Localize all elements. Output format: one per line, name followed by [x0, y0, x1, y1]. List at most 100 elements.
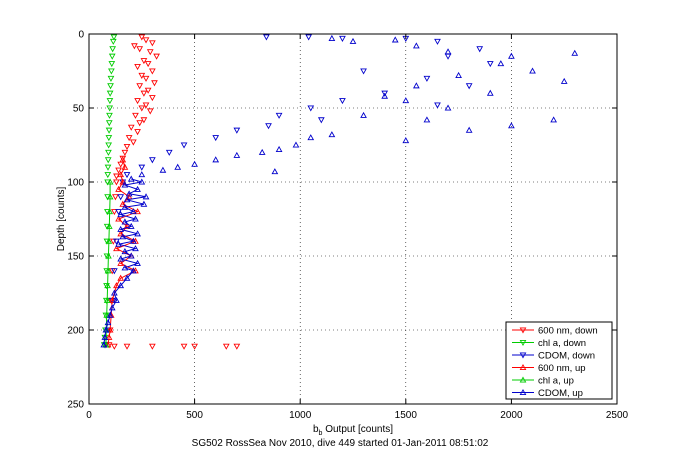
- data-point: [117, 194, 125, 201]
- data-point: [165, 149, 173, 156]
- data-point: [180, 142, 188, 149]
- data-point: [125, 193, 133, 200]
- data-point: [123, 172, 131, 179]
- x-tick-label: 2000: [500, 410, 523, 421]
- data-point: [104, 172, 112, 179]
- data-point: [110, 34, 118, 41]
- series: [105, 34, 241, 350]
- data-point: [148, 40, 156, 47]
- data-point: [571, 49, 579, 56]
- y-tick-label: 100: [67, 178, 84, 189]
- data-point: [107, 83, 114, 90]
- data-point: [138, 171, 146, 178]
- data-point: [127, 222, 135, 229]
- data-point: [106, 326, 114, 333]
- data-point: [275, 145, 283, 152]
- data-point: [263, 34, 270, 41]
- data-point: [307, 134, 315, 141]
- data-point: [103, 296, 111, 303]
- data-point: [146, 108, 154, 115]
- data-point: [444, 104, 452, 111]
- data-point: [117, 171, 125, 178]
- data-point: [153, 53, 160, 60]
- data-point: [117, 230, 125, 237]
- data-point: [455, 71, 462, 78]
- footer-title: SG502 RossSea Nov 2010, dive 449 started…: [192, 438, 489, 449]
- data-point: [121, 163, 129, 170]
- data-point: [121, 203, 129, 210]
- data-point: [307, 105, 315, 112]
- data-point: [103, 238, 111, 245]
- x-axis-label-sub: b: [319, 430, 323, 437]
- data-point: [105, 149, 112, 156]
- data-point: [292, 141, 300, 148]
- data-point: [123, 343, 131, 350]
- data-point: [191, 160, 198, 167]
- data-point: [134, 185, 141, 192]
- data-point: [465, 126, 473, 133]
- data-point: [402, 137, 410, 144]
- data-point: [131, 43, 138, 50]
- x-tick-label: 500: [186, 410, 203, 421]
- data-point: [113, 245, 120, 252]
- data-point: [144, 87, 152, 94]
- y-tick-label: 150: [67, 252, 84, 263]
- data-point: [108, 61, 116, 68]
- data-point: [148, 68, 156, 75]
- data-point: [550, 116, 558, 123]
- ticks: 0 500 1000 1500 2000 2500 0 50 100 150 200 250: [67, 30, 628, 422]
- data-point: [109, 238, 117, 245]
- data-point: [123, 274, 131, 281]
- data-point: [103, 311, 111, 318]
- data-point: [476, 46, 484, 53]
- data-point: [134, 208, 141, 215]
- legend-marker: [519, 352, 527, 359]
- data-point: [508, 122, 515, 129]
- data-point: [136, 120, 144, 127]
- data-point: [134, 98, 141, 105]
- data-point: [305, 34, 313, 41]
- data-point: [123, 196, 131, 203]
- data-point: [360, 68, 367, 75]
- data-point: [423, 75, 431, 82]
- data-point: [132, 112, 139, 119]
- data-point: [148, 95, 156, 102]
- data-point: [109, 46, 117, 53]
- data-point: [110, 209, 118, 216]
- data-point: [115, 240, 122, 247]
- data-point: [117, 225, 125, 232]
- data-point: [104, 319, 112, 326]
- data-point: [129, 267, 137, 274]
- data-point: [465, 83, 473, 90]
- data-point: [138, 34, 146, 41]
- data-point: [100, 341, 108, 348]
- data-point: [121, 149, 129, 156]
- legend-label: 600 nm, up: [538, 363, 586, 374]
- data-point: [191, 343, 198, 350]
- data-point: [117, 211, 125, 218]
- legend-label: chl a, down: [538, 338, 586, 349]
- data-point: [108, 296, 116, 303]
- data-point: [132, 215, 139, 222]
- data-point: [148, 343, 156, 350]
- data-point: [140, 58, 148, 65]
- data-point: [117, 274, 125, 281]
- data-point: [109, 38, 117, 45]
- data-point: [529, 67, 536, 74]
- series: [100, 175, 150, 348]
- data-point: [121, 218, 129, 225]
- data-point: [134, 64, 141, 71]
- data-point: [119, 178, 127, 185]
- data-point: [360, 111, 367, 118]
- data-point: [412, 42, 420, 49]
- data-point: [134, 230, 141, 237]
- data-point: [106, 112, 113, 119]
- data-point: [129, 139, 137, 146]
- data-point: [115, 167, 122, 174]
- y-tick-label: 0: [78, 30, 84, 41]
- data-point: [560, 77, 568, 84]
- data-point: [106, 193, 114, 200]
- data-point: [151, 80, 158, 87]
- series-line: [103, 178, 147, 345]
